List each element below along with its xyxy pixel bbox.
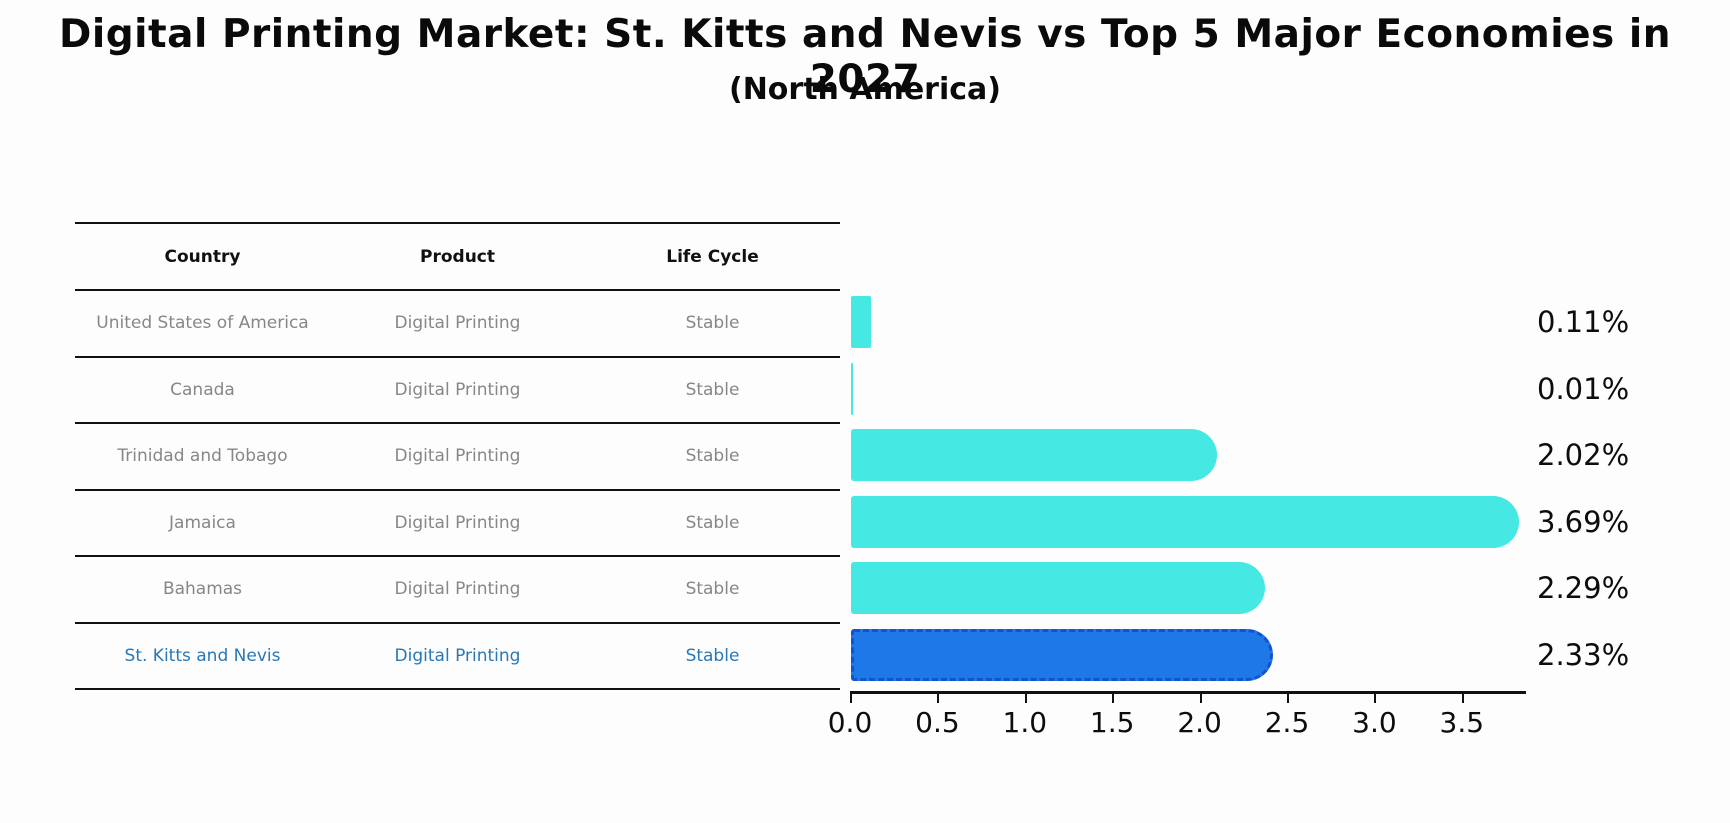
table-row: United States of America Digital Printin…: [75, 291, 840, 358]
cell-life-cycle: Stable: [685, 579, 740, 600]
x-axis-tick-label: 3.0: [1352, 706, 1397, 739]
bar-jamaica: [851, 495, 1519, 548]
bar-united-states: [851, 296, 871, 348]
x-axis-tick-label: 1.5: [1089, 706, 1135, 739]
header-life-cycle: Life Cycle: [666, 246, 759, 267]
value-label: 0.01%: [1537, 371, 1630, 406]
x-axis-tick-label: 2.5: [1264, 706, 1310, 739]
cell-product: Digital Printing: [394, 379, 521, 400]
bar-canada: [851, 362, 853, 415]
chart-title: Digital Printing Market: St. Kitts and N…: [59, 12, 1671, 102]
table-row-highlighted: St. Kitts and Nevis Digital Printing Sta…: [75, 624, 840, 690]
cell-country: St. Kitts and Nevis: [124, 645, 281, 666]
x-axis-tick-label: 0.0: [827, 706, 873, 739]
cell-life-cycle: Stable: [685, 645, 740, 666]
cell-product: Digital Printing: [394, 446, 521, 467]
table-row: Trinidad and Tobago Digital Printing Sta…: [75, 424, 840, 491]
x-axis-tick: [1024, 694, 1027, 703]
cell-product: Digital Printing: [394, 579, 521, 600]
chart-subtitle: (North America): [728, 72, 1001, 107]
cell-country: Canada: [170, 379, 235, 400]
x-axis-tick-label: 3.5: [1439, 706, 1485, 739]
cell-product: Digital Printing: [394, 512, 521, 533]
value-label: 3.69%: [1537, 504, 1630, 539]
x-axis-tick: [850, 694, 852, 703]
x-axis-tick: [1287, 694, 1289, 703]
cell-country: Jamaica: [169, 512, 236, 533]
country-table: Country Product Life Cycle United States…: [75, 222, 840, 690]
bar-trinidad-tobago: [851, 429, 1217, 481]
table-row: Jamaica Digital Printing Stable: [75, 491, 840, 557]
header-country: Country: [164, 246, 241, 267]
cell-life-cycle: Stable: [685, 446, 740, 467]
cell-country: Bahamas: [162, 579, 243, 600]
cell-life-cycle: Stable: [685, 512, 740, 533]
table-row: Canada Digital Printing Stable: [75, 358, 840, 424]
cell-life-cycle: Stable: [685, 379, 740, 400]
cell-country: United States of America: [96, 313, 309, 334]
value-label: 0.11%: [1537, 305, 1630, 339]
cell-country: Trinidad and Tobago: [117, 446, 288, 467]
x-axis-tick-label: 2.0: [1177, 706, 1222, 739]
cell-life-cycle: Stable: [685, 313, 740, 334]
x-axis-tick: [1374, 694, 1377, 703]
x-axis-tick: [1112, 694, 1115, 703]
table-header-row: Country Product Life Cycle: [75, 224, 840, 291]
x-axis-tick-label: 0.5: [915, 706, 960, 739]
value-label: 2.29%: [1537, 571, 1630, 605]
cell-product: Digital Printing: [394, 313, 521, 334]
header-product: Product: [420, 246, 495, 267]
cell-product: Digital Printing: [394, 645, 521, 666]
x-axis-tick: [937, 694, 940, 703]
bar-bahamas: [851, 562, 1266, 614]
value-label: 2.33%: [1537, 637, 1630, 672]
x-axis-line: [850, 691, 1526, 694]
x-axis-tick-label: 1.0: [1002, 706, 1048, 739]
table-row: Bahamas Digital Printing Stable: [75, 557, 840, 624]
x-axis-tick: [1199, 694, 1202, 703]
x-axis-tick: [1461, 694, 1464, 703]
bar-st-kitts-nevis: [851, 628, 1273, 681]
value-label: 2.02%: [1537, 438, 1630, 472]
